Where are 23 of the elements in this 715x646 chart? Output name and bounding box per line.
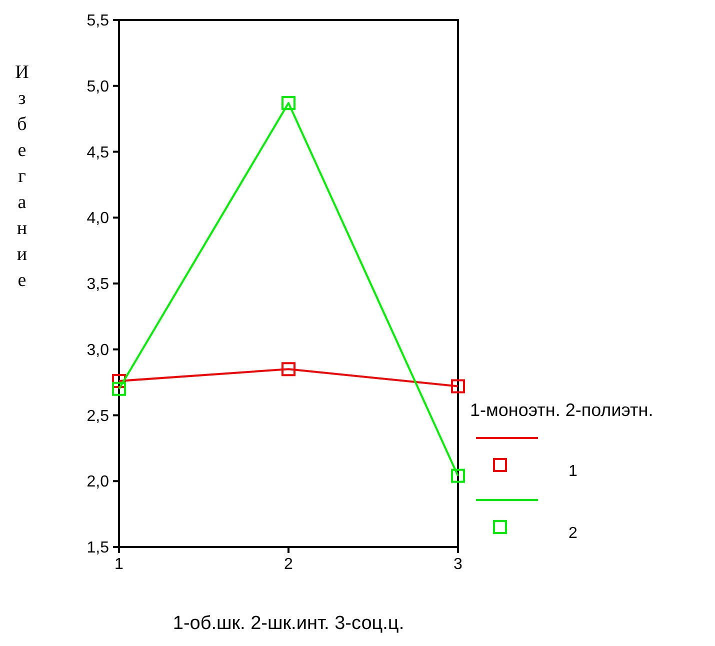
y-tick-label: 5,5: [86, 12, 110, 30]
y-tick-label: 2,0: [86, 474, 110, 491]
point: [451, 468, 465, 483]
x-axis-title: 1-об.шк. 2-шк.инт. 3-соц.ц.: [172, 613, 404, 634]
text: 1: [568, 463, 578, 480]
y-tick-label: 1,5: [86, 540, 110, 557]
y-tick-label: 2,5: [86, 408, 110, 425]
x-tick-label: 2: [284, 556, 294, 573]
x-tick-label: 1: [114, 556, 124, 573]
y-tick-label: 4,0: [86, 210, 110, 228]
text: Избегание: [15, 62, 29, 291]
point: [112, 374, 126, 388]
point: [451, 379, 465, 394]
y-tick-label: 5,0: [86, 78, 110, 96]
text: 2: [568, 525, 578, 542]
y-tick-label: 3,5: [86, 276, 110, 294]
point: [282, 362, 296, 376]
point: [282, 96, 296, 110]
y-tick-label: 3,0: [86, 342, 110, 359]
point: [112, 382, 126, 396]
x-tick-label: 3: [454, 556, 463, 573]
legend-title: 1-моноэтн. 2-полиэтн.: [470, 400, 654, 420]
y-tick-label: 4,5: [86, 144, 110, 162]
